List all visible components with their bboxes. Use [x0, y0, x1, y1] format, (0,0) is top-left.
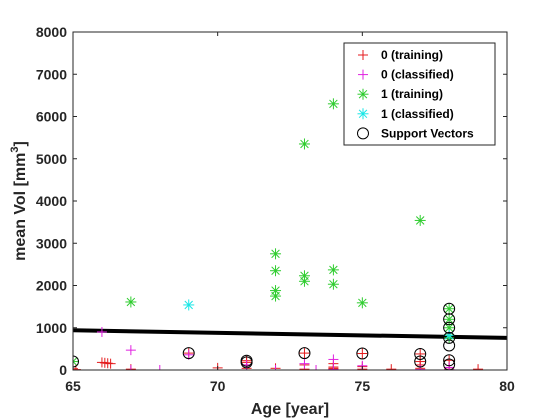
y-tick-label-3000: 3000: [36, 235, 67, 251]
point-0-training-21: [357, 348, 368, 359]
y-tick-label-7000: 7000: [36, 66, 67, 82]
y-tick-label-5000: 5000: [36, 151, 67, 167]
legend-marker-1-classified: [357, 108, 369, 120]
point-support-vectors-3: [240, 356, 253, 369]
point-support-vectors-12: [443, 339, 456, 352]
legend-label-0-training: 0 (training): [381, 48, 443, 62]
x-tick-label-70: 70: [210, 378, 226, 394]
point-1-training-11: [327, 278, 339, 290]
legend-item-support-vectors: Support Vectors: [357, 126, 474, 140]
point-1-training-10: [327, 264, 339, 276]
x-tick-label-65: 65: [65, 378, 81, 394]
point-1-training-6: [298, 138, 310, 150]
y-tick-label-0: 0: [59, 362, 67, 378]
point-1-training-5: [270, 290, 282, 302]
point-1-training-13: [414, 214, 426, 226]
y-tick-label-1000: 1000: [36, 320, 67, 336]
legend-label-0-classified: 0 (classified): [381, 68, 454, 82]
point-support-vectors-0: [73, 355, 79, 368]
point-0-classified-3: [154, 365, 165, 370]
point-support-vectors-13: [443, 354, 456, 367]
point-1-training-3: [270, 265, 282, 277]
legend-marker-1-training: [357, 88, 369, 100]
legend-item-1-training: 1 (training): [357, 87, 443, 101]
point-1-training-16: [443, 322, 455, 334]
legend-box: [343, 42, 496, 146]
point-1-training-0: [73, 356, 79, 368]
y-axis-label: mean Vol [mm3]: [9, 141, 29, 261]
point-support-vectors-10: [443, 321, 456, 334]
point-support-vectors-7: [414, 355, 427, 368]
legend-item-0-training: 0 (training): [358, 48, 443, 62]
point-1-training-9: [327, 98, 339, 110]
point-support-vectors-14: [443, 358, 456, 370]
point-0-classified-8: [311, 365, 322, 370]
point-support-vectors-9: [443, 313, 456, 326]
decision-boundary-line: [72, 328, 508, 340]
point-0-training-24: [386, 364, 397, 370]
legend-item-1-classified: 1 (classified): [357, 107, 454, 121]
y-axis-label-main: mean Vol [mm: [12, 153, 29, 261]
point-1-training-14: [443, 303, 455, 315]
point-support-vectors-6: [414, 347, 427, 360]
point-1-training-1: [125, 296, 137, 308]
point-1-training-8: [298, 275, 310, 287]
legend-marker-support-vectors: [357, 127, 369, 140]
x-axis-label: Age [year]: [251, 401, 329, 418]
point-0-classified-2: [125, 365, 136, 370]
y-tick-label-6000: 6000: [36, 109, 67, 125]
point-support-vectors-1: [182, 347, 195, 360]
point-0-classified-0: [96, 326, 107, 337]
y-tick-label-4000: 4000: [36, 193, 67, 209]
point-support-vectors-5: [356, 347, 369, 360]
y-axis-label-end: ]: [12, 141, 29, 146]
legend-marker-0-classified: [358, 69, 368, 80]
legend-label-1-training: 1 (training): [381, 87, 443, 101]
x-tick-label-75: 75: [355, 378, 371, 394]
y-tick-label-2000: 2000: [36, 278, 67, 294]
legend-label-support-vectors: Support Vectors: [381, 126, 474, 140]
point-0-classified-1: [125, 345, 136, 356]
point-0-training-5: [105, 358, 116, 369]
series-group: [73, 98, 484, 370]
point-1-training-12: [356, 297, 368, 309]
axis-ticks-layer: [72, 31, 508, 371]
data-points-layer: [73, 98, 484, 370]
x-tick-label-80: 80: [499, 378, 515, 394]
point-0-training-32: [473, 364, 484, 370]
y-axis-label-superscript: 3: [9, 147, 21, 153]
point-0-classified-6: [270, 365, 281, 370]
legend: 0 (training) 0 (classified) 1 (training) 1 …: [343, 42, 496, 146]
legend-label-1-classified: 1 (classified): [381, 107, 454, 121]
point-support-vectors-11: [443, 331, 456, 344]
point-0-training-14: [299, 348, 310, 359]
point-0-classified-7: [299, 358, 310, 369]
legend-item-0-classified: 0 (classified): [358, 68, 454, 82]
decision-boundary-layer: [72, 328, 508, 340]
y-tick-label-8000: 8000: [36, 24, 67, 40]
point-support-vectors-4: [298, 347, 311, 360]
point-1-training-15: [443, 313, 455, 325]
point-0-classified-9: [328, 354, 339, 365]
legend-marker-0-training: [358, 50, 368, 60]
point-1-classified-0: [183, 299, 195, 311]
axis-tick-labels-layer: 65 70 75 80 0 1000 2000 3000 4000 5000 6000 7000 800…: [36, 24, 515, 394]
point-1-training-2: [270, 248, 282, 260]
